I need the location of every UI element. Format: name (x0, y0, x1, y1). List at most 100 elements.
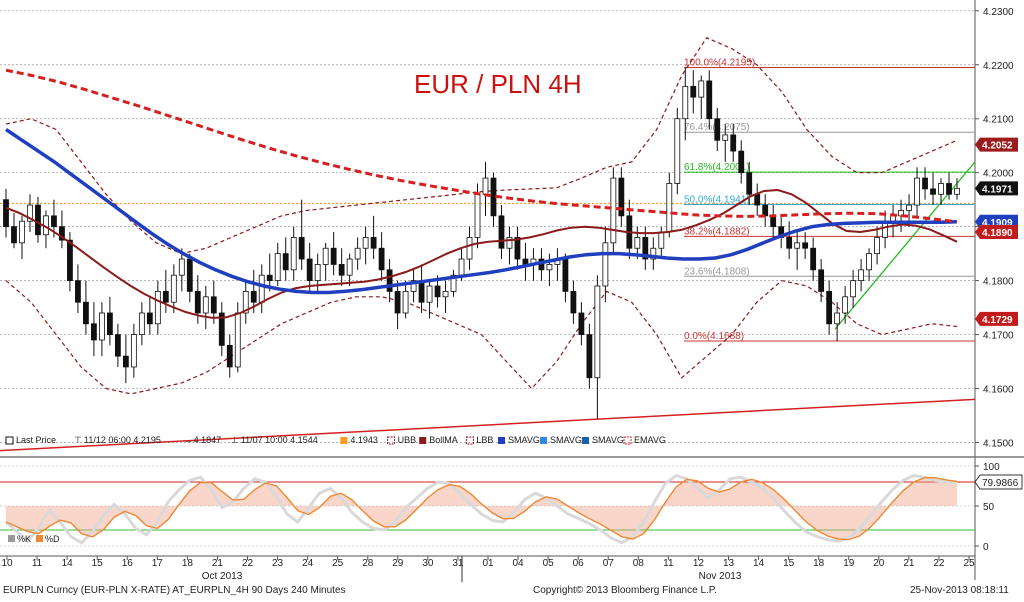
candle-body (282, 253, 289, 271)
candle-body (650, 247, 657, 260)
candle-body (570, 291, 577, 314)
candle-body (698, 80, 705, 98)
price-badge-label: 4.1909 (982, 218, 1013, 229)
candle-body (250, 291, 257, 303)
x-tick-label: 25 (332, 558, 344, 569)
osc-tick-label: 50 (983, 502, 995, 513)
candle-body (35, 204, 41, 236)
legend-item-label: UBB (398, 435, 417, 445)
support-trendline (0, 398, 976, 452)
candle-body (914, 177, 920, 206)
candle-body (602, 242, 609, 287)
osc-d-line (5, 477, 958, 541)
candle-body (3, 199, 9, 228)
y-tick-label: 4.1700 (983, 331, 1014, 342)
y-tick-label: 4.2000 (983, 169, 1014, 180)
main-price-panel: 4.23004.22004.21004.20004.19004.18004.17… (0, 0, 1024, 580)
osc-legend-swatch (36, 535, 43, 542)
x-tick-label: 11 (32, 558, 43, 569)
x-tick-label: 13 (723, 558, 735, 569)
swatch-icon (540, 437, 547, 444)
candle-body (75, 280, 81, 303)
candle-body (762, 204, 769, 217)
candle-body (330, 247, 337, 265)
candle-icon (5, 436, 14, 445)
x-tick-label: 05 (543, 558, 555, 569)
candle-body (514, 237, 521, 260)
candle-body (738, 150, 745, 174)
overlay-bollma (5, 188, 958, 319)
candle-body (234, 312, 241, 368)
candle-body (426, 285, 433, 303)
x-tick-label: 18 (813, 558, 825, 569)
rising-trendline (834, 161, 976, 330)
candle-body (338, 264, 345, 276)
fib-label: 38.2%(4.1882) (684, 226, 750, 237)
candle-body (594, 285, 601, 379)
band-icon (465, 436, 474, 445)
candle-body (474, 193, 481, 238)
x-tick-label: 14 (753, 558, 765, 569)
candle-body (482, 177, 489, 195)
candle-body (578, 312, 585, 335)
footer-copyright-text: Copyright© 2013 Bloomberg Finance L.P. (533, 585, 717, 596)
candle-body (210, 296, 217, 314)
candle-body (642, 237, 649, 260)
candle-body (106, 312, 113, 335)
price-badge-label: 4.1971 (982, 184, 1013, 195)
fib-label: 100.0%(4.2195) (684, 57, 755, 68)
candle-body (354, 247, 361, 260)
legend-item-label: BollMA (429, 435, 458, 445)
high-marker-icon: ⊤ (74, 435, 82, 445)
fib-label: 23.6%(4.1808) (684, 266, 750, 277)
candle-body (522, 258, 529, 265)
x-tick-label: 08 (633, 558, 645, 569)
x-tick-label: 28 (362, 558, 374, 569)
candle-body (91, 323, 97, 341)
candle-body (51, 215, 57, 228)
swatch-icon (582, 437, 589, 444)
candle-body (202, 296, 209, 314)
footer-left-text: EURPLN Curncy (EUR-PLN X-RATE) AT_EURPLN… (3, 585, 346, 596)
band-lbb (5, 279, 958, 395)
legend-item-label: 4.1943 (350, 435, 378, 445)
candle-body (722, 134, 729, 141)
legend-item-label: 4.1847 (194, 435, 222, 445)
candle-body (754, 193, 761, 206)
candle-body (178, 258, 185, 276)
x-tick-label: 12 (693, 558, 705, 569)
candle-body (322, 247, 329, 265)
candle-body (186, 258, 193, 292)
price-badge (975, 181, 1018, 196)
candle-body (866, 253, 872, 271)
month-label: Oct 2013 (202, 571, 243, 582)
candle-body (306, 258, 313, 282)
candle-body (562, 258, 569, 292)
candle-body (682, 85, 689, 120)
legend-item-label: 11/12 06:00 4.2195 (84, 435, 161, 445)
x-tick-label: 24 (302, 558, 314, 569)
candle-body (194, 291, 201, 314)
candle-body (114, 334, 121, 357)
x-tick-label: 04 (513, 558, 525, 569)
candle-body (11, 226, 17, 244)
candle-body (146, 312, 153, 325)
swatch-icon (419, 437, 427, 444)
overlay-smavg (5, 128, 958, 295)
candle-body (242, 291, 249, 314)
x-tick-label: 19 (843, 558, 855, 569)
legend-item-label: SMAVG (508, 435, 540, 445)
legend-item-label: Last Price (16, 435, 56, 445)
candle-body (19, 220, 25, 244)
osc-legend-swatch (8, 535, 15, 542)
candle-body (906, 204, 912, 211)
x-tick-label: 20 (873, 558, 885, 569)
osc-tick-label: 100 (983, 462, 1000, 473)
candle-body (498, 215, 505, 249)
candle-body (410, 280, 417, 292)
legend-item-label: 11/07 10:00 4.1544 (241, 435, 318, 445)
x-tick-label: 22 (242, 558, 254, 569)
swatch-icon (340, 437, 348, 444)
